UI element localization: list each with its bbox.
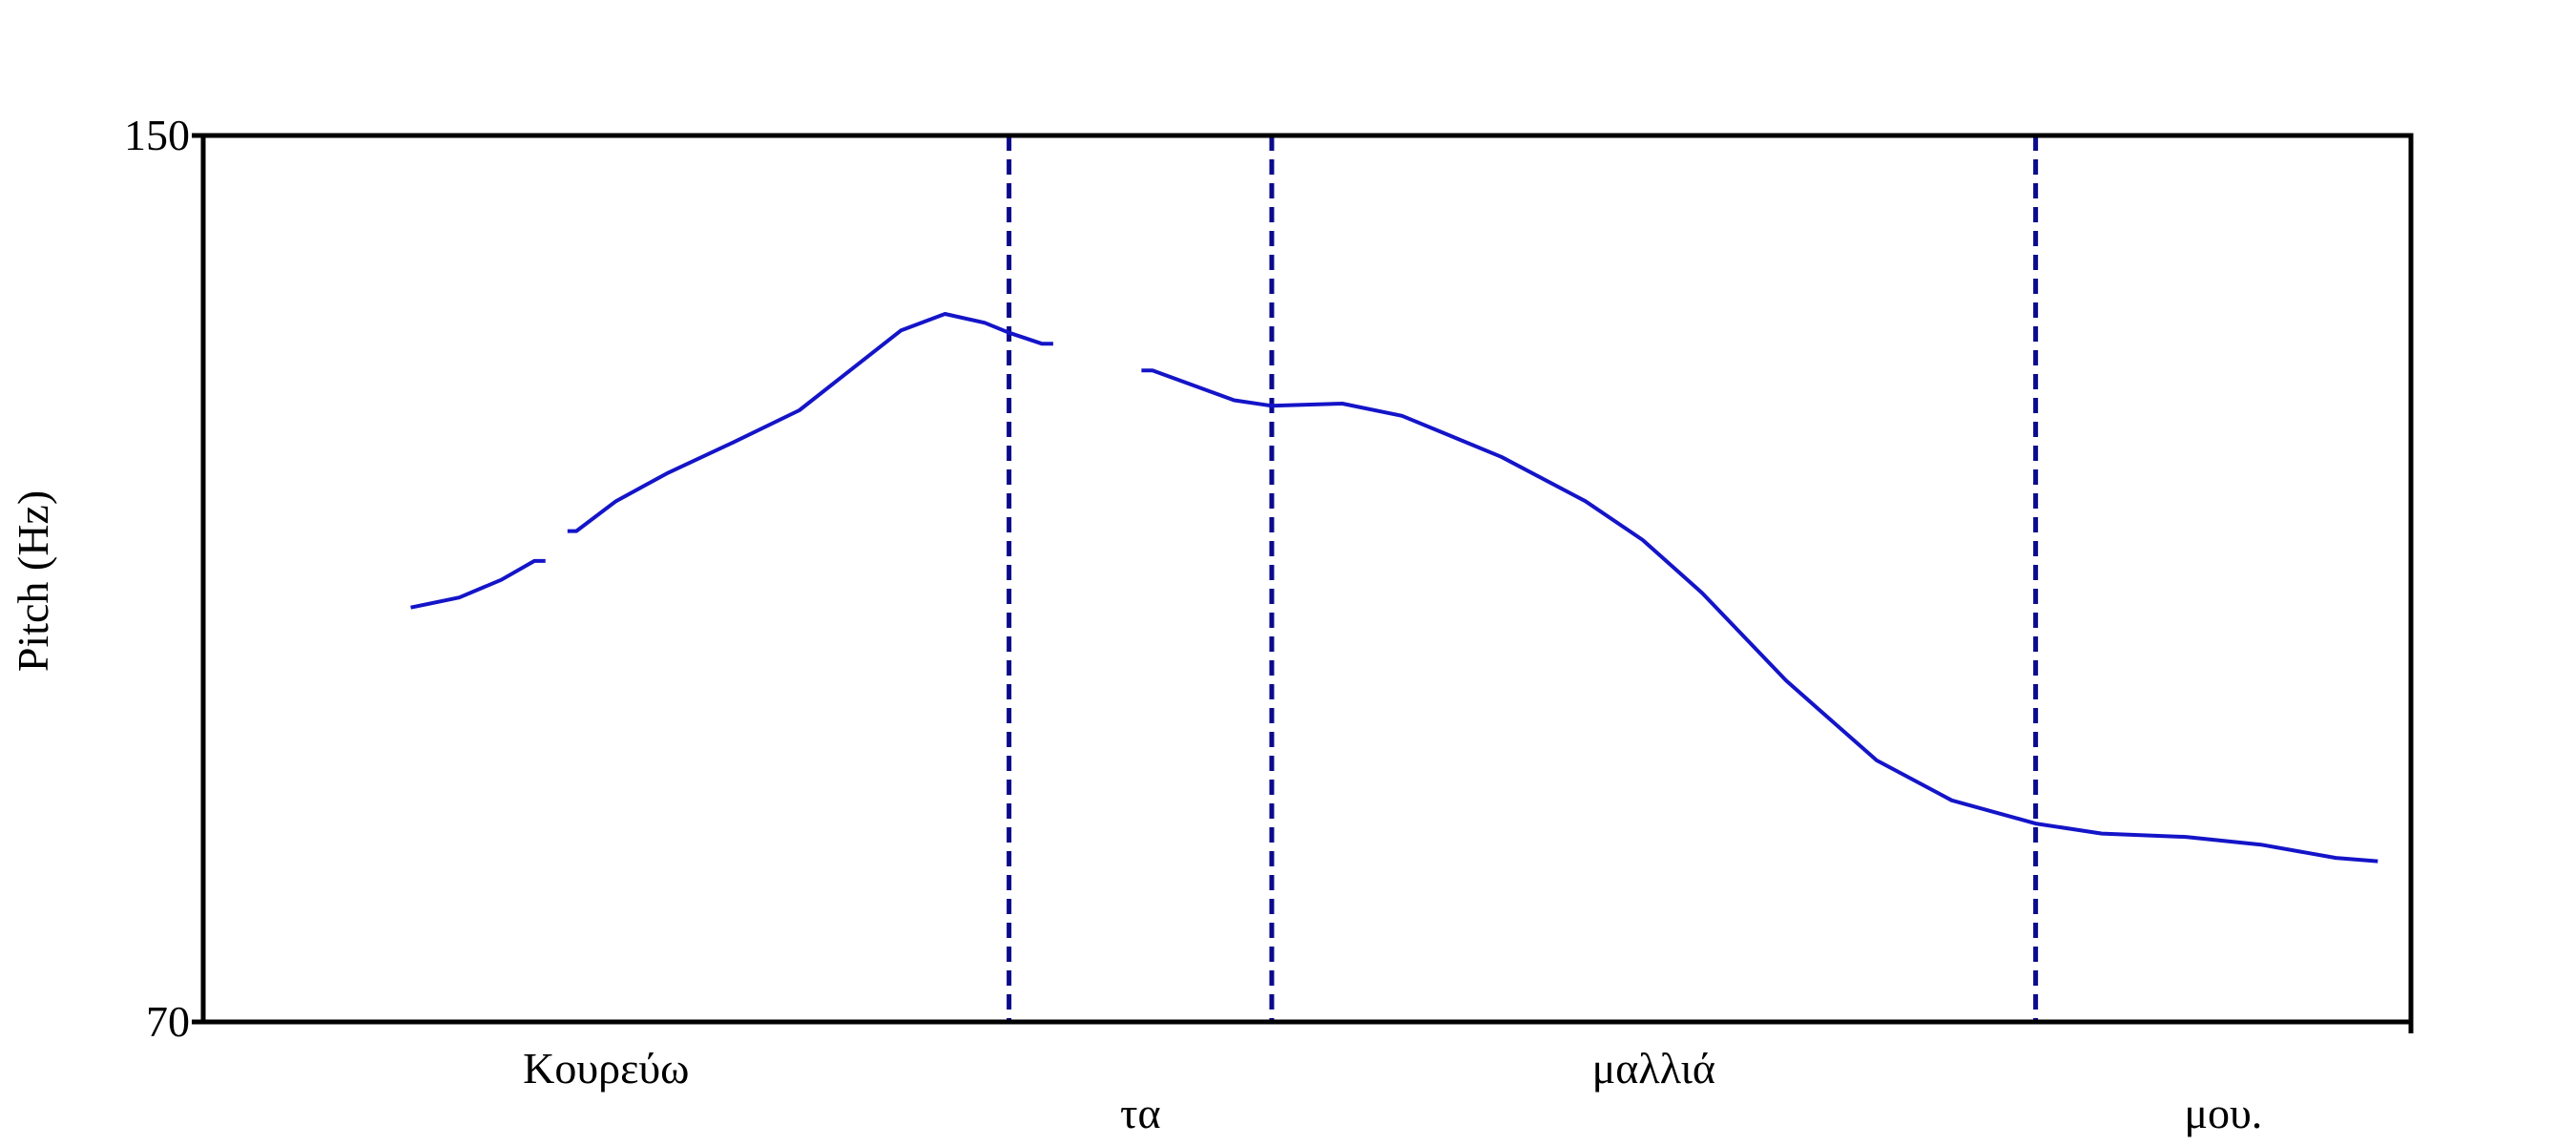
pitch-line	[410, 312, 2379, 864]
word-label: μου.	[2184, 1089, 2262, 1137]
word-label: μαλλιά	[1592, 1044, 1715, 1093]
word-label: Κουρεύω	[523, 1044, 689, 1093]
plot-frame	[200, 133, 2414, 1025]
y-tick-label: 150	[124, 111, 190, 159]
y-tick-label: 70	[146, 997, 190, 1046]
word-label: τα	[1120, 1089, 1161, 1137]
y-axis-label: Pitch (Hz)	[9, 490, 57, 672]
